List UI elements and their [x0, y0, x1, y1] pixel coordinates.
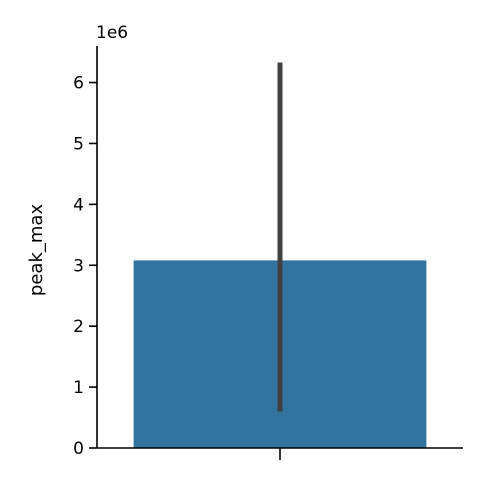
y-tick-label: 6: [73, 74, 84, 94]
y-tick-label: 0: [73, 439, 84, 459]
y-tick-label: 3: [73, 256, 84, 276]
y-tick-label: 5: [73, 134, 84, 154]
plot-area: [133, 62, 427, 448]
y-tick-label: 2: [73, 317, 84, 337]
y-axis-ticks: 0 1 2 3 4 5 6: [73, 74, 97, 459]
y-axis-label: peak_max: [26, 204, 47, 297]
y-tick-label: 4: [73, 195, 84, 215]
y-offset-label: 1e6: [96, 23, 128, 43]
y-tick-label: 1: [73, 378, 84, 398]
